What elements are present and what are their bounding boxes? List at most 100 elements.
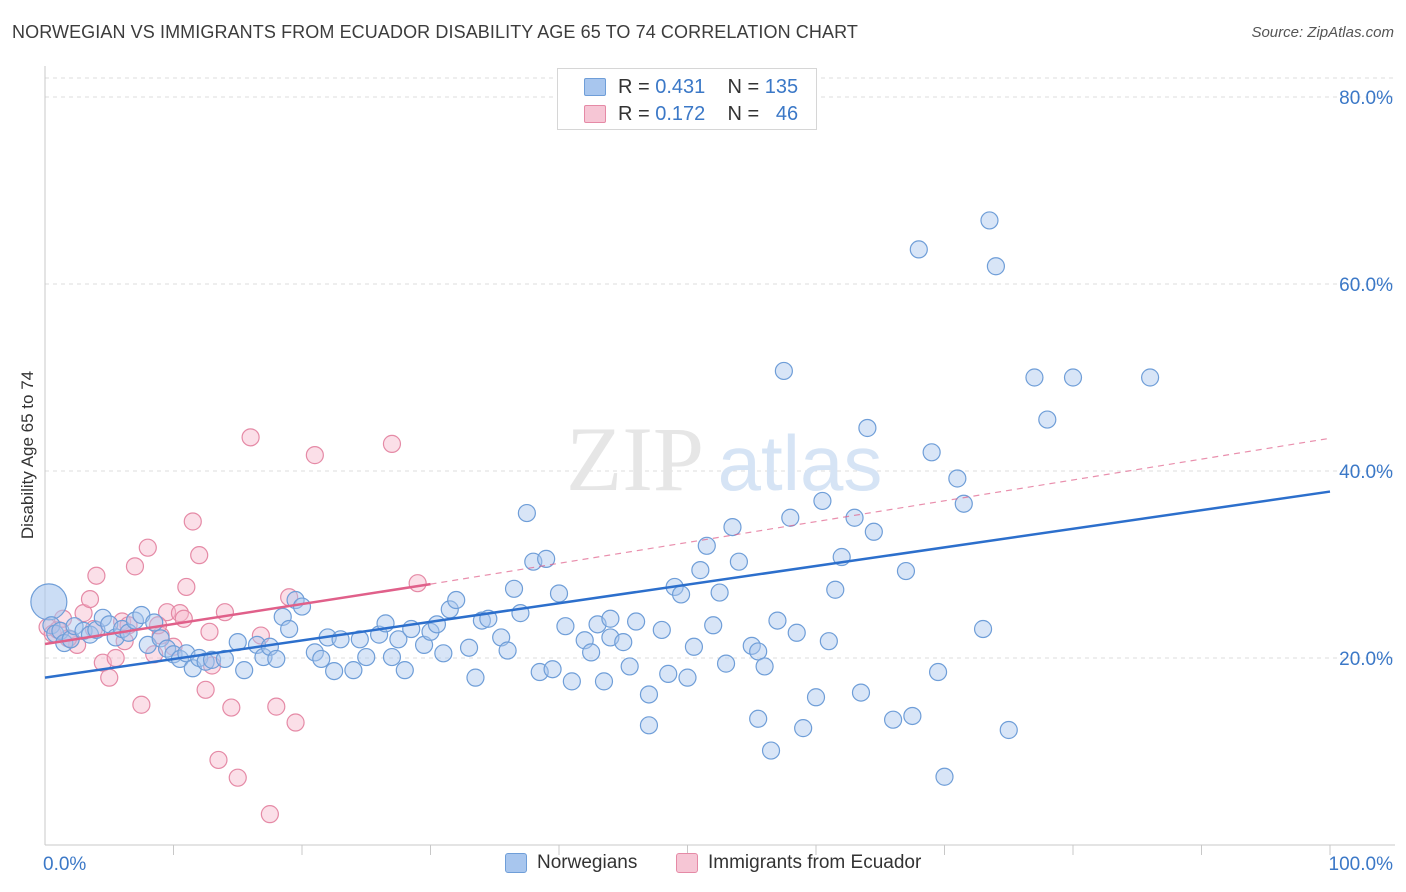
norwegian-point (922, 443, 941, 462)
norwegian-point (562, 672, 581, 691)
norwegian-point (883, 710, 903, 729)
norwegian-point (819, 632, 838, 651)
norwegian-point (858, 418, 877, 438)
ecuador-point (408, 574, 427, 593)
chart-title: NORWEGIAN VS IMMIGRANTS FROM ECUADOR DIS… (12, 22, 858, 42)
norwegian-point (325, 661, 344, 681)
legend-r-label: R = (618, 102, 650, 125)
legend-swatch-pink (584, 105, 606, 123)
norwegian-point (427, 615, 447, 634)
norwegian-point (504, 579, 524, 598)
bottom-legend-label: Norwegians (537, 852, 638, 873)
ecuador-point (157, 603, 177, 622)
ecuador-point (174, 609, 193, 628)
y-tick-label: 80.0% (1339, 88, 1393, 109)
gridlines (45, 77, 1395, 659)
norwegian-point (864, 522, 883, 541)
norwegian-point (414, 635, 434, 655)
ecuador-point (183, 512, 202, 531)
norwegian-point (543, 660, 562, 679)
bottom-legend-swatch-blue (505, 853, 527, 873)
bottom-legend-norwegians: Norwegians (505, 852, 637, 874)
norwegian-point (312, 649, 331, 669)
norwegian-point (781, 508, 800, 527)
norwegian-point (498, 641, 517, 660)
norwegian-point (755, 657, 774, 676)
ecuador-point (138, 538, 157, 557)
norwegian-point (42, 616, 61, 635)
legend-r-value: 0.172 (655, 102, 706, 125)
axes (44, 66, 1395, 855)
y-tick-label: 20.0% (1339, 649, 1393, 670)
norwegian-point (652, 620, 671, 640)
norwegian-point (537, 549, 556, 568)
ecuador-point (196, 680, 215, 699)
norwegian-point (639, 685, 659, 704)
norwegian-point (434, 644, 453, 663)
norwegian-point (1140, 368, 1160, 387)
norwegian-point (601, 609, 620, 628)
norwegian-point (749, 709, 768, 728)
norwegian-point (948, 469, 967, 488)
norwegian-point (813, 491, 832, 511)
norwegian-point (357, 647, 376, 667)
legend-n-label: N = (727, 102, 760, 125)
norwegian-point (1025, 368, 1044, 387)
ecuador-point (106, 648, 125, 668)
x-tick-labels: 0.0% 100.0% (43, 854, 1393, 875)
ecuador-point (100, 668, 119, 687)
ecuador-point (132, 695, 151, 714)
norwegian-point (826, 580, 845, 599)
norwegian-point (806, 688, 826, 707)
norwegian-point (896, 561, 916, 581)
norwegian-point (472, 611, 491, 630)
norwegian-point (639, 716, 659, 735)
ecuador-point (209, 750, 228, 770)
x-tick-label: 100.0% (1329, 854, 1394, 875)
legend-n-value: 135 (764, 75, 799, 98)
ecuador-point (382, 434, 402, 453)
norwegian-point (794, 719, 813, 738)
bottom-legend-swatch-pink (676, 853, 698, 873)
norwegian-point (710, 583, 729, 602)
norwegian-point (659, 664, 678, 683)
watermark-atlas: atlas (718, 419, 883, 507)
ecuador-point (260, 805, 279, 824)
norwegian-point (749, 642, 768, 661)
norwegian-point (986, 257, 1006, 276)
norwegian-point (851, 683, 871, 702)
norwegian-point (935, 767, 954, 786)
norwegian-point (582, 643, 601, 662)
norwegian-point (267, 649, 286, 669)
ecuador-point (177, 577, 196, 597)
norwegian-point (704, 616, 723, 635)
ecuador-point (125, 557, 145, 576)
ecuador-point (87, 566, 106, 585)
norwegian-point (549, 584, 569, 603)
norwegian-point (151, 629, 170, 648)
norwegian-point (909, 240, 928, 259)
norwegian-point (684, 637, 704, 656)
y-tick-labels: 20.0% 40.0% 60.0% 80.0% (1339, 88, 1393, 670)
norwegian-point (614, 633, 633, 652)
ecuador-trend-line (44, 582, 431, 646)
norwegian-point (1038, 410, 1057, 429)
ecuador-point (267, 697, 286, 716)
ecuador-point (190, 546, 209, 565)
norwegian-point (459, 638, 479, 657)
norwegian-point (928, 662, 948, 682)
ecuador-point (228, 768, 247, 787)
norwegian-point (723, 517, 742, 537)
y-tick-label: 60.0% (1339, 275, 1393, 296)
norwegian-point (1063, 368, 1083, 387)
correlation-legend: R = 0.431 N = 135 R = 0.172 N = 46 (557, 68, 817, 130)
y-tick-label: 40.0% (1339, 462, 1393, 483)
norwegian-point (973, 619, 993, 639)
norwegian-point (517, 503, 536, 523)
norwegian-point (787, 623, 806, 642)
norwegian-point (774, 361, 793, 381)
norwegian-point (697, 536, 716, 555)
norwegian-point (305, 643, 324, 662)
legend-n-label: N = (727, 75, 760, 98)
